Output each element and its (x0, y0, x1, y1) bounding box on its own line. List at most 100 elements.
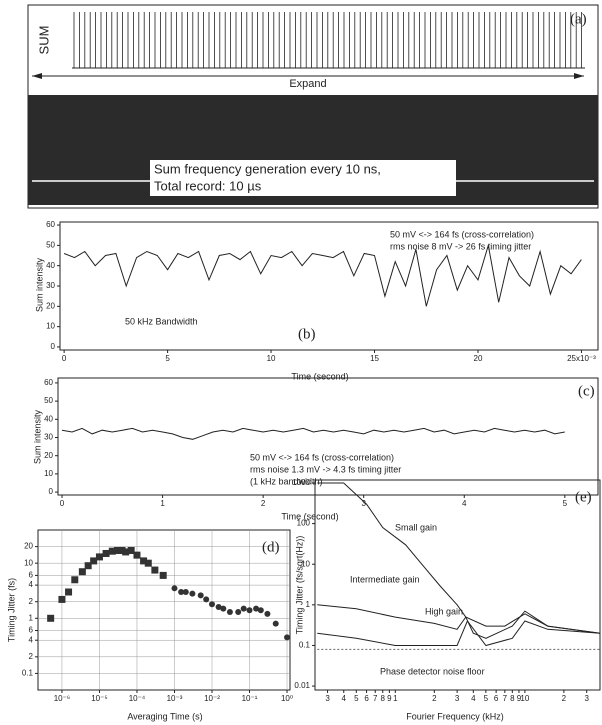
series-label: Intermediate gain (350, 574, 420, 584)
y-tick-label: 20 (46, 301, 55, 310)
x-tick-label: 8 (510, 694, 515, 703)
y-tick-label: 4 (29, 580, 34, 589)
point (215, 604, 222, 611)
x-tick-label: 4 (471, 694, 476, 703)
point (95, 553, 103, 561)
y-tick-label: 40 (46, 261, 55, 270)
point (220, 605, 227, 612)
y-tick-label: 0.1 (299, 641, 311, 650)
point (144, 559, 152, 567)
point (113, 546, 121, 554)
x-tick-label: 2 (562, 694, 567, 703)
point (90, 557, 98, 565)
x-tick-label: 7 (503, 694, 508, 703)
point (197, 592, 204, 599)
x-tick-label: 9 (517, 694, 522, 703)
x-axis-label: Averaging Time (s) (127, 711, 202, 721)
y-tick-label: 0.1 (22, 669, 34, 678)
x-tick-label: 0 (60, 499, 65, 508)
plot-frame (37, 529, 291, 691)
y-tick-label: 50 (44, 396, 53, 405)
x-tick-label: 9 (387, 694, 392, 703)
y-tick-label: 1 (306, 600, 311, 609)
point (127, 546, 135, 554)
data-line (317, 604, 601, 639)
point (71, 576, 79, 584)
x-tick-label: 5 (165, 354, 170, 363)
x-tick-label: 15 (370, 354, 379, 363)
y-tick-label: 10 (44, 469, 53, 478)
y-axis-label: Timing Jitter (fs) (6, 578, 16, 642)
x-axis-label: Time (second) (291, 371, 348, 381)
point (151, 566, 159, 574)
y-tick-label: 10 (301, 559, 310, 568)
x-tick-label: 2 (261, 499, 266, 508)
y-tick-label: 20 (24, 542, 33, 551)
y-tick-label: 6 (29, 626, 34, 635)
x-tick-label: 1 (160, 499, 165, 508)
y-axis-label: Timing Jitter (fs/sqrt(Hz)) (294, 536, 304, 635)
y-tick-label: 0.01 (294, 681, 310, 690)
x-tick-label: 3 (361, 499, 366, 508)
panel-label: (b) (298, 326, 316, 342)
x-tick-label: 10 (267, 354, 276, 363)
x-tick-label: 10⁻⁵ (91, 694, 107, 703)
y-tick-label: 2 (29, 597, 34, 606)
series-label: Phase detector noise floor (380, 666, 485, 676)
point (159, 571, 167, 579)
point (246, 607, 253, 614)
x-tick-label: 2 (432, 694, 437, 703)
point (235, 609, 242, 616)
expand-label: Expand (289, 78, 326, 90)
data-line (63, 245, 582, 307)
x-tick-label: 4 (342, 694, 347, 703)
x-tick-label: 10⁰ (281, 694, 293, 703)
data-line (61, 427, 565, 440)
point (272, 620, 279, 627)
y-tick-label: 10 (24, 558, 33, 567)
point (284, 634, 291, 641)
series-label: Small gain (395, 522, 437, 532)
x-tick-label: 10⁻⁴ (129, 694, 146, 703)
caption: Sum frequency generation every 10 ns, (154, 161, 381, 176)
x-tick-label: 7 (373, 694, 378, 703)
point (108, 547, 116, 555)
x-tick-label: 3 (455, 694, 460, 703)
point (122, 548, 130, 556)
point (178, 588, 185, 595)
y-tick-label: 30 (44, 433, 53, 442)
y-tick-label: 40 (44, 414, 53, 423)
point (47, 614, 55, 622)
point (58, 595, 66, 603)
panel-label: (d) (262, 539, 280, 555)
plot-frame (57, 377, 599, 496)
y-tick-label: 0 (49, 487, 54, 496)
series-label: High gain (425, 606, 463, 616)
point (133, 551, 141, 559)
point (209, 601, 216, 608)
x-tick-label: 10⁻³ (167, 694, 183, 703)
point (182, 588, 189, 595)
x-tick-label: 10 (520, 694, 529, 703)
point (226, 609, 233, 616)
y-axis-label: Sum intensity (34, 257, 44, 312)
point (118, 546, 126, 554)
x-axis-label: Time (second) (281, 511, 338, 521)
y-tick-label: 60 (46, 220, 55, 229)
x-tick-label: 10⁻² (204, 694, 220, 703)
annotation: rms noise 1.3 mV -> 4.3 fs timing jitter (250, 464, 401, 474)
y-tick-label: 2 (29, 652, 34, 661)
point (102, 549, 110, 557)
x-axis-label: Fourier Frequency (kHz) (406, 711, 504, 721)
annotation: 50 kHz Bandwidth (125, 316, 198, 326)
data-line (317, 620, 601, 647)
y-tick-label: 30 (46, 281, 55, 290)
annotation: rms noise 8 mV -> 26 fs timing jitter (390, 241, 531, 251)
y-axis-label: Sum intensity (32, 409, 42, 464)
y-tick-label: 4 (29, 635, 34, 644)
point (253, 605, 260, 612)
x-tick-label: 6 (494, 694, 499, 703)
y-tick-label: 1 (29, 613, 34, 622)
